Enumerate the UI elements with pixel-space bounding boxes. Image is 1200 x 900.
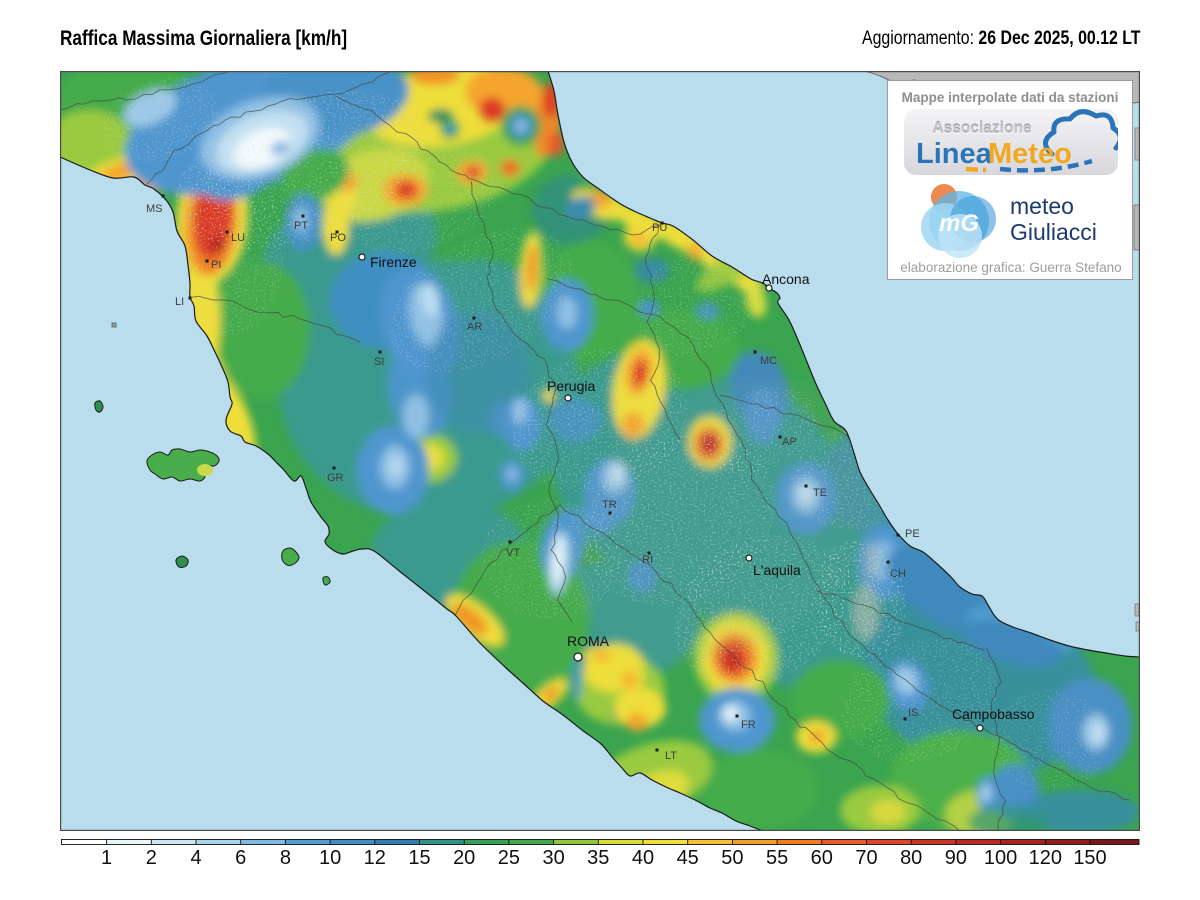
svg-text:Perugia: Perugia: [547, 378, 595, 394]
svg-text:PT: PT: [294, 220, 308, 232]
svg-text:PU: PU: [652, 222, 667, 234]
svg-text:55: 55: [766, 847, 788, 869]
svg-text:MS: MS: [146, 203, 163, 215]
svg-text:90: 90: [945, 847, 967, 869]
svg-text:12: 12: [364, 847, 386, 869]
svg-text:CH: CH: [890, 568, 906, 580]
svg-text:6: 6: [235, 847, 246, 869]
svg-text:FR: FR: [741, 719, 756, 731]
svg-text:mG: mG: [939, 210, 979, 237]
svg-text:L'aquila: L'aquila: [753, 562, 801, 578]
svg-text:TE: TE: [813, 487, 827, 499]
svg-text:30: 30: [542, 847, 564, 869]
svg-text:35: 35: [587, 847, 609, 869]
svg-text:60: 60: [811, 847, 833, 869]
svg-text:PE: PE: [905, 528, 920, 540]
svg-text:4: 4: [190, 847, 201, 869]
svg-text:15: 15: [408, 847, 430, 869]
svg-text:1: 1: [101, 847, 112, 869]
svg-text:80: 80: [900, 847, 922, 869]
svg-text:SI: SI: [374, 356, 384, 368]
svg-text:150: 150: [1073, 847, 1106, 869]
svg-text:ROMA: ROMA: [567, 633, 610, 649]
svg-text:2: 2: [146, 847, 157, 869]
svg-text:IS: IS: [908, 707, 918, 719]
svg-text:Campobasso: Campobasso: [952, 706, 1035, 722]
svg-text:PI: PI: [211, 259, 221, 271]
svg-text:70: 70: [855, 847, 877, 869]
svg-text:8: 8: [280, 847, 291, 869]
svg-text:GR: GR: [327, 472, 344, 484]
svg-text:AP: AP: [782, 436, 797, 448]
svg-text:TR: TR: [602, 499, 617, 511]
svg-text:25: 25: [498, 847, 520, 869]
svg-text:Associazione: Associazione: [932, 120, 1031, 137]
svg-text:Ancona: Ancona: [762, 271, 810, 287]
svg-text:50: 50: [721, 847, 743, 869]
svg-text:100: 100: [984, 847, 1017, 869]
svg-text:MC: MC: [760, 355, 777, 367]
svg-text:Linea: Linea: [916, 138, 993, 170]
svg-text:LU: LU: [231, 232, 245, 244]
svg-text:LI: LI: [175, 296, 184, 308]
svg-text:120: 120: [1029, 847, 1062, 869]
svg-text:RI: RI: [642, 554, 653, 566]
svg-text:10: 10: [319, 847, 341, 869]
svg-text:LT: LT: [665, 750, 677, 762]
svg-text:Firenze: Firenze: [370, 254, 417, 270]
svg-text:40: 40: [632, 847, 654, 869]
svg-text:PO: PO: [330, 232, 346, 244]
svg-text:20: 20: [453, 847, 475, 869]
svg-text:AR: AR: [467, 321, 482, 333]
svg-text:VT: VT: [506, 547, 520, 559]
svg-text:Meteo: Meteo: [988, 138, 1072, 170]
svg-text:45: 45: [677, 847, 699, 869]
